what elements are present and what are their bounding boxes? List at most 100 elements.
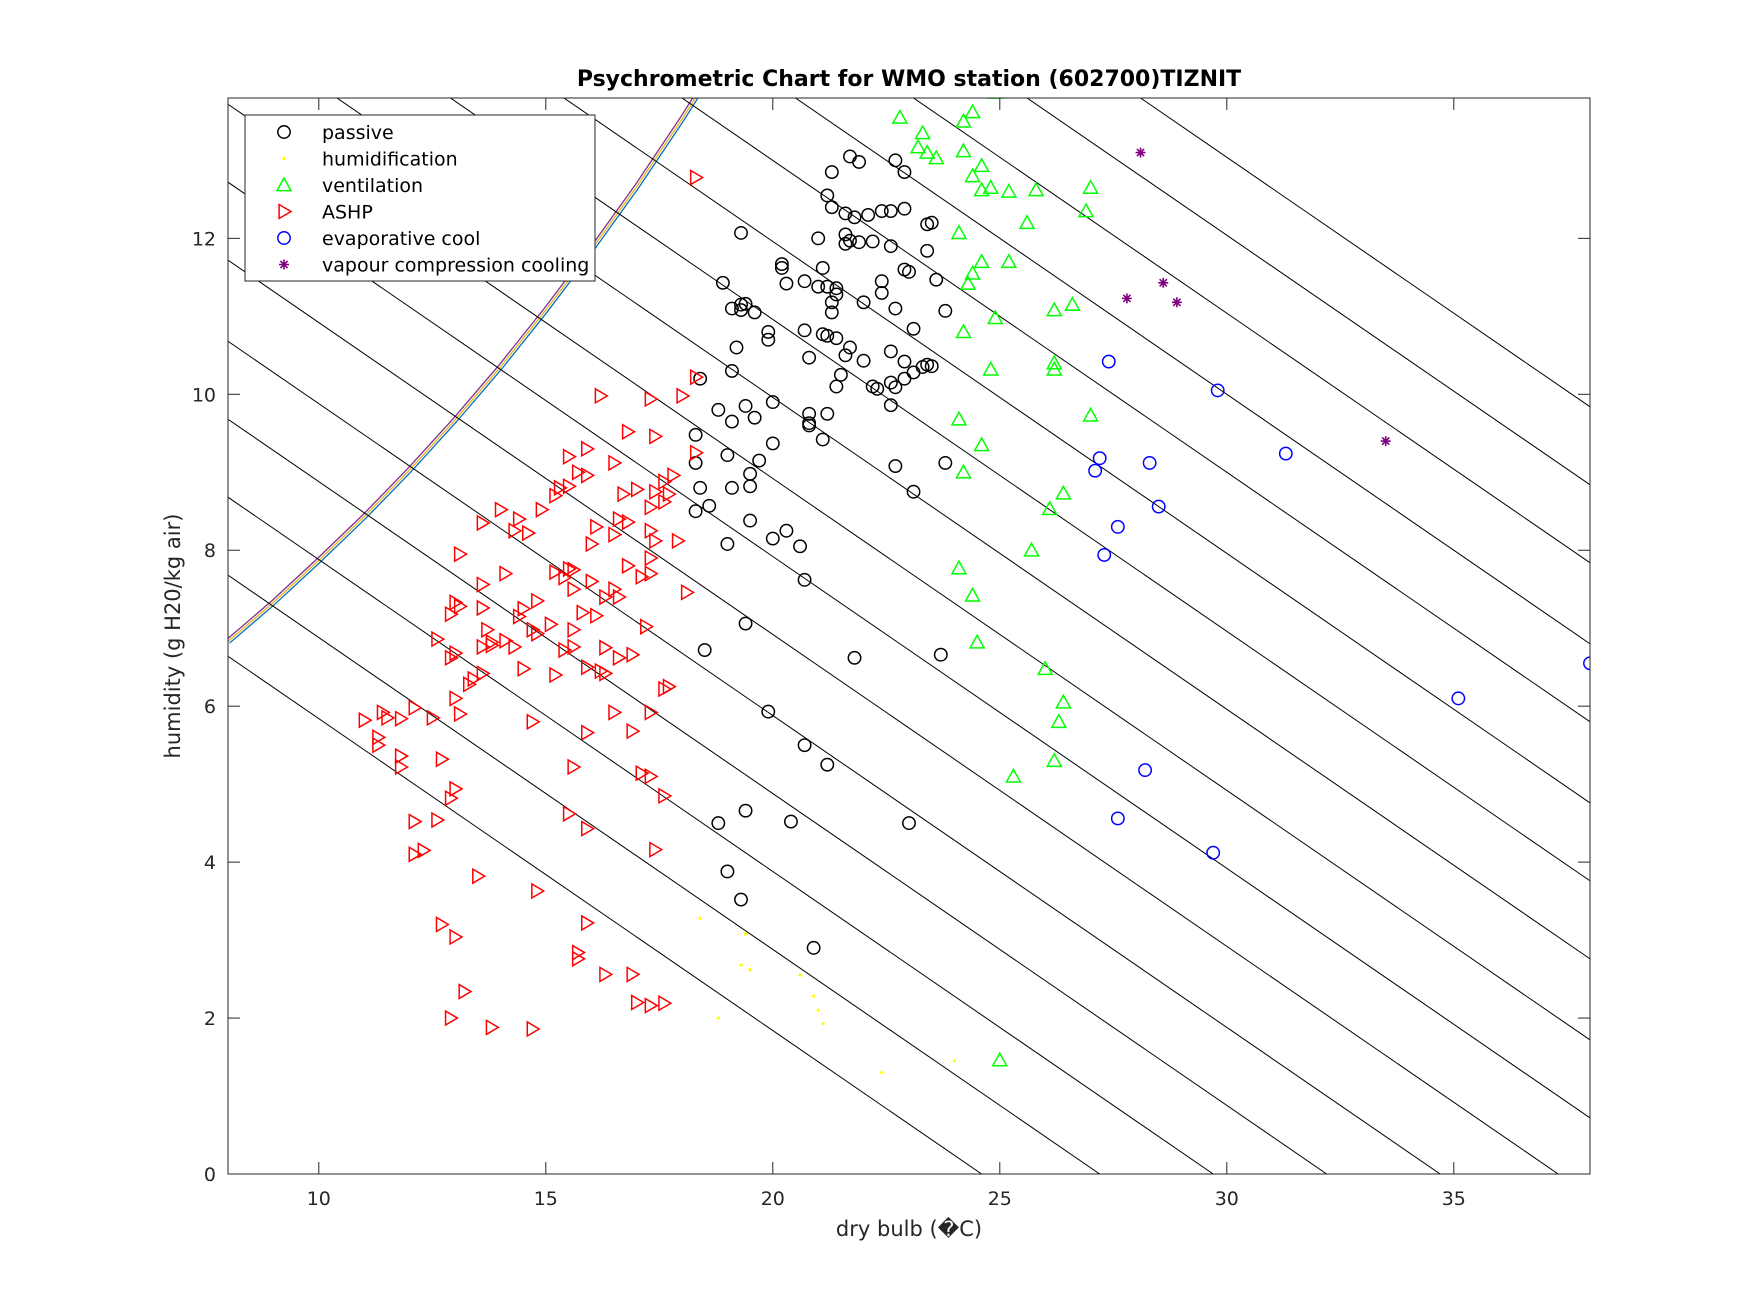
legend-item-vapour-compression-cooling[interactable]: vapour compression cooling: [279, 255, 589, 277]
x-tick-label: 30: [1215, 1188, 1239, 1210]
ventilation-point: [1046, 354, 1063, 370]
wet-bulb-line: [794, 98, 1590, 645]
passive-point: [734, 297, 748, 312]
wet-bulb-line: [228, 181, 1590, 1119]
passive-point: [824, 165, 839, 180]
ashp-point: [649, 428, 664, 445]
evaporative-cool-point: [1092, 451, 1107, 466]
evaporative-cool-point: [1110, 811, 1125, 826]
passive-point: [883, 398, 898, 413]
ventilation-point: [1046, 301, 1063, 317]
passive-point: [811, 279, 826, 294]
ashp-point: [517, 600, 532, 618]
vapour-compression-cooling-point: [1158, 277, 1169, 288]
legend[interactable]: passive humidification ventilation ASHP evap…: [244, 114, 596, 282]
ashp-point: [467, 670, 482, 688]
ventilation-point: [1000, 253, 1018, 269]
ashp-point: [612, 649, 627, 667]
y-tick-label: 4: [204, 852, 216, 874]
ashp-point: [494, 501, 509, 518]
ashp-point: [581, 820, 596, 837]
ashp-point: [449, 644, 464, 662]
ashp-point: [649, 532, 664, 550]
humidification-point: [739, 963, 743, 967]
legend-item-humidification[interactable]: humidification: [282, 149, 458, 171]
wet-bulb-line: [228, 340, 1441, 1174]
markers-layer: [358, 98, 1590, 1075]
ashp-point: [449, 594, 464, 611]
passive-point: [779, 523, 794, 538]
passive-point: [734, 892, 748, 907]
wet-bulb-line: [1139, 98, 1590, 408]
ventilation-point: [950, 410, 968, 426]
wet-bulb-line: [228, 496, 1214, 1174]
ashp-point: [381, 709, 396, 727]
ashp-point: [358, 711, 373, 729]
passive-point: [797, 572, 812, 587]
ashp-point: [621, 513, 636, 531]
passive-point: [847, 210, 862, 225]
legend-item-evaporative-cool[interactable]: evaporative cool: [277, 228, 481, 250]
ashp-point: [431, 811, 446, 829]
legend-label-ventilation: ventilation: [322, 175, 423, 197]
ventilation-point: [973, 253, 990, 269]
ashp-point: [558, 641, 573, 659]
passive-point: [843, 340, 857, 355]
ashp-point: [394, 758, 409, 776]
ashp-point: [590, 518, 605, 536]
humidification-point: [798, 973, 802, 977]
ashp-point: [526, 1020, 541, 1038]
ashp-point: [499, 632, 514, 649]
wet-bulb-line: [228, 418, 1327, 1174]
legend-item-passive[interactable]: passive: [277, 122, 394, 144]
legend-marker-humidification: [282, 156, 286, 161]
passive-point: [824, 295, 839, 310]
evaporative-cool-point: [1138, 763, 1153, 778]
ventilation-point: [964, 586, 981, 602]
ashp-point: [644, 390, 659, 408]
ventilation-point: [918, 144, 936, 159]
ashp-point: [581, 914, 596, 932]
ventilation-point: [955, 323, 972, 339]
ashp-point: [621, 423, 636, 441]
legend-item-ventilation[interactable]: ventilation: [275, 175, 423, 197]
ashp-point: [635, 568, 650, 586]
ashp-point: [417, 842, 432, 859]
ashp-point: [535, 501, 550, 518]
passive-point: [797, 323, 812, 338]
x-tick-label: 10: [307, 1188, 331, 1210]
ashp-point: [658, 994, 673, 1012]
passive-point: [724, 363, 739, 378]
ashp-point: [453, 598, 469, 615]
passive-point: [883, 344, 898, 359]
passive-point: [774, 257, 789, 272]
ashp-point: [567, 621, 582, 639]
passive-point: [715, 275, 730, 290]
vapour-compression-cooling-point: [1380, 436, 1391, 447]
passive-point: [711, 816, 726, 831]
y-tick-label: 8: [204, 540, 216, 562]
humidification-point: [816, 1008, 820, 1012]
ashp-point: [431, 630, 446, 648]
ashp-point: [689, 444, 705, 462]
ashp-point: [449, 780, 464, 798]
legend-item-ashp[interactable]: ASHP: [278, 202, 373, 224]
evaporative-cool-point: [1088, 463, 1103, 478]
ventilation-point: [950, 559, 968, 575]
passive-point: [802, 418, 817, 433]
ashp-point: [658, 787, 673, 805]
passive-point: [874, 285, 889, 300]
ashp-point: [585, 535, 600, 553]
ashp-point: [549, 487, 564, 504]
passive-point: [765, 436, 780, 451]
passive-point: [734, 225, 748, 240]
wet-bulb-line: [228, 103, 1590, 1041]
ashp-point: [562, 448, 577, 465]
legend-label-passive: passive: [322, 122, 394, 144]
chart-title: Psychrometric Chart for WMO station (602…: [577, 67, 1241, 92]
passive-point: [752, 453, 767, 468]
ashp-point: [689, 368, 705, 386]
ventilation-point: [891, 108, 909, 124]
passive-point: [724, 480, 739, 495]
